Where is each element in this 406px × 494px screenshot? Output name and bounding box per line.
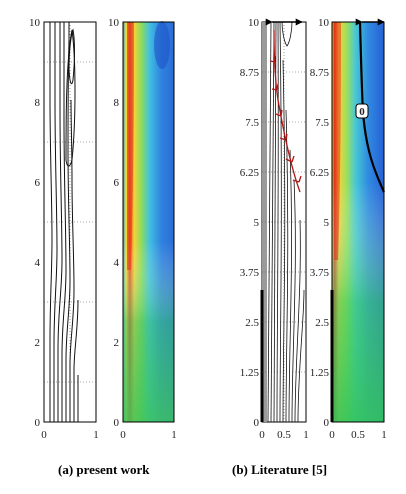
- ytick-label: 2: [114, 337, 120, 349]
- ytick-label: 2.5: [245, 317, 259, 329]
- caption-present-work: (a) present work: [58, 462, 150, 477]
- ytick-label: 4: [114, 257, 120, 269]
- ytick-label: 10: [108, 17, 120, 29]
- xtick-label: 0.5: [351, 429, 365, 441]
- contour-lines: [49, 22, 79, 422]
- y-axis-ticks-literature: 0 1.25 2.5 3.75 5 6.25 7.5 8.75 10: [240, 17, 260, 429]
- caption-literature: (b) Literature [5]: [232, 462, 328, 477]
- xtick-label: 0: [41, 429, 47, 441]
- ytick-label: 1.25: [240, 367, 260, 379]
- ytick-label: 8.75: [310, 67, 330, 79]
- ytick-label: 6.25: [240, 167, 260, 179]
- y-axis-ticks-colormap: 0 2 4 6 8 10: [108, 17, 120, 429]
- panel-present-colormap: 0 2 4 6 8 10 0 1: [108, 17, 177, 441]
- contour-lines: [267, 21, 305, 423]
- zero-marker-label: 0: [359, 106, 365, 118]
- x-axis-ticks-colormap: 0 1: [120, 429, 177, 441]
- flow-arrows: [269, 29, 302, 193]
- ytick-label: 6.25: [310, 167, 330, 179]
- hot-region: [334, 22, 341, 260]
- panel-literature-colormap: 0 0 1.25 2.5 3.75 5 6.25 7.5 8.75 10 0 0…: [310, 17, 387, 441]
- ytick-label: 1.25: [310, 367, 330, 379]
- ytick-label: 0: [35, 417, 41, 429]
- ytick-label: 0: [114, 417, 120, 429]
- ytick-label: 8.75: [240, 67, 260, 79]
- ytick-label: 6: [114, 177, 120, 189]
- ytick-label: 8: [114, 97, 120, 109]
- ytick-label: 10: [248, 17, 260, 29]
- cold-region: [154, 21, 170, 69]
- x-axis-ticks-left: 0 1: [41, 429, 99, 441]
- ytick-label: 2: [35, 337, 41, 349]
- grid-lines: [262, 22, 306, 422]
- wall-strip: [262, 22, 267, 422]
- xtick-label: 0.5: [277, 429, 291, 441]
- panel-literature-contour: 0 1.25 2.5 3.75 5 6.25 7.5 8.75 10 0 0.5…: [240, 17, 309, 441]
- ytick-label: 8: [35, 97, 41, 109]
- xtick-label: 0: [259, 429, 265, 441]
- xtick-label: 0: [120, 429, 126, 441]
- xtick-label: 1: [303, 429, 309, 441]
- ytick-label: 0: [254, 417, 260, 429]
- y-axis-ticks-left: 0 2 4 6 8 10: [29, 17, 41, 429]
- ytick-label: 7.5: [245, 117, 259, 129]
- xtick-label: 1: [93, 429, 99, 441]
- zero-marker: [355, 103, 369, 119]
- ytick-label: 5: [324, 217, 330, 229]
- xtick-label: 0: [329, 429, 335, 441]
- hot-region: [127, 22, 134, 270]
- ytick-label: 5: [254, 217, 260, 229]
- ytick-label: 7.5: [315, 117, 329, 129]
- panel-present-contour: 0 2 4 6 8 10 0 1: [29, 17, 99, 441]
- ytick-label: 10: [318, 17, 330, 29]
- xtick-label: 1: [381, 429, 387, 441]
- ytick-label: 3.75: [240, 267, 260, 279]
- ytick-label: 0: [324, 417, 330, 429]
- ytick-label: 2.5: [315, 317, 329, 329]
- y-axis-ticks-literature-colormap: 0 1.25 2.5 3.75 5 6.25 7.5 8.75 10: [310, 17, 330, 429]
- ytick-label: 6: [35, 177, 41, 189]
- x-axis-ticks-literature: 0 0.5 1: [259, 429, 309, 441]
- plot-frame: [122, 21, 175, 423]
- x-axis-ticks-literature-colormap: 0 0.5 1: [329, 429, 387, 441]
- ytick-label: 3.75: [310, 267, 330, 279]
- xtick-label: 1: [171, 429, 177, 441]
- ytick-label: 10: [29, 17, 41, 29]
- ytick-label: 4: [35, 257, 41, 269]
